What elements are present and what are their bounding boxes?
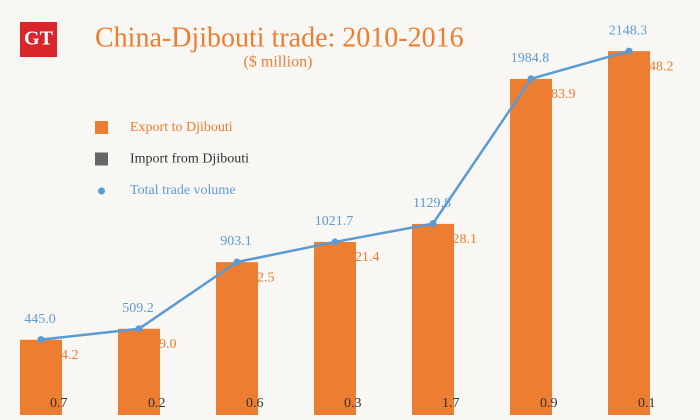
value-label: 509.2 xyxy=(122,301,154,316)
point xyxy=(135,325,143,333)
bar xyxy=(216,262,258,415)
value-label: 902.5 xyxy=(243,270,275,285)
logo-box xyxy=(20,22,57,57)
value-label: 1983.9 xyxy=(537,87,576,102)
bar xyxy=(510,78,552,415)
chart-subtitle: ($ million) xyxy=(244,54,313,71)
value-label: 0.6 xyxy=(246,396,264,411)
value-label: 903.1 xyxy=(220,234,252,249)
point xyxy=(429,220,437,228)
point xyxy=(527,75,535,83)
value-label: 1129.8 xyxy=(413,196,451,211)
bar xyxy=(412,223,454,415)
value-label: 0.3 xyxy=(344,396,362,411)
logo: GT xyxy=(24,28,54,50)
value-label: 0.7 xyxy=(50,396,68,411)
value-label: 509.0 xyxy=(145,337,177,352)
point xyxy=(233,258,241,266)
legend-swatch xyxy=(95,152,108,166)
legend-label: Import from Djibouti xyxy=(130,152,249,167)
legend-swatch xyxy=(98,187,105,195)
bar xyxy=(608,51,650,416)
chart-title: China-Djibouti trade: 2010-2016 xyxy=(95,22,464,53)
bar xyxy=(314,241,356,415)
value-label: 1.7 xyxy=(442,396,460,411)
value-label: 444.2 xyxy=(47,348,79,363)
value-label: 1021.7 xyxy=(315,214,354,229)
value-label: 1984.8 xyxy=(511,51,550,66)
point xyxy=(625,47,633,55)
point xyxy=(37,336,45,344)
value-label: 445.0 xyxy=(24,312,56,327)
value-label: 0.2 xyxy=(148,396,166,411)
value-label: 1021.4 xyxy=(341,250,380,265)
legend-label: Export to Djibouti xyxy=(130,120,233,135)
bar xyxy=(118,328,160,415)
value-label: 2148.3 xyxy=(609,23,648,38)
point xyxy=(331,238,339,246)
value-label: 0.1 xyxy=(638,396,656,411)
legend-swatch xyxy=(95,121,108,134)
bar xyxy=(20,339,62,415)
value-label: 1128.1 xyxy=(439,232,477,247)
value-label: 0.9 xyxy=(540,396,558,411)
value-label: 2148.2 xyxy=(635,59,674,74)
legend-label: Total trade volume xyxy=(130,183,236,198)
